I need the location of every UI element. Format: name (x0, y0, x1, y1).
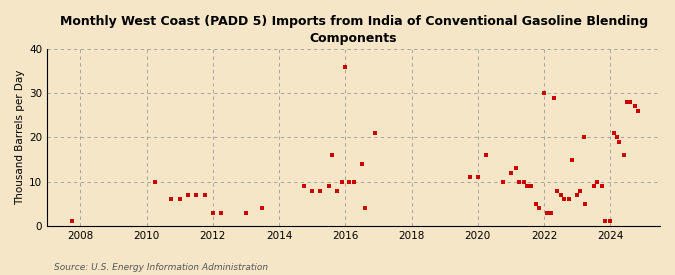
Point (199, 193, 210, 197)
Point (356, 162, 367, 166)
Point (580, 202, 591, 206)
Point (510, 166, 521, 170)
Point (327, 153, 338, 157)
Point (622, 100, 632, 104)
Point (323, 184, 334, 188)
Title: Monthly West Coast (PADD 5) Imports from India of Conventional Gasoline Blending: Monthly West Coast (PADD 5) Imports from… (59, 15, 647, 45)
Point (348, 180, 359, 184)
Point (539, 91, 549, 95)
Point (149, 180, 160, 184)
Point (331, 188, 342, 193)
Point (464, 175, 475, 179)
Point (67, 219, 78, 224)
Point (257, 206, 268, 210)
Point (497, 180, 508, 184)
Point (216, 210, 227, 215)
Point (612, 135, 622, 140)
Point (534, 206, 545, 210)
Point (605, 219, 616, 224)
Point (572, 193, 583, 197)
Point (575, 188, 586, 193)
Point (525, 184, 536, 188)
Point (567, 157, 578, 162)
Y-axis label: Thousand Barrels per Day: Thousand Barrels per Day (15, 70, 25, 205)
Point (564, 197, 574, 202)
Point (191, 193, 202, 197)
Point (556, 193, 566, 197)
Point (506, 170, 516, 175)
Point (618, 153, 629, 157)
Point (542, 210, 553, 215)
Point (166, 197, 177, 202)
Point (630, 104, 641, 109)
Point (370, 131, 381, 135)
Point (578, 135, 589, 140)
Point (207, 210, 218, 215)
Point (545, 210, 556, 215)
Point (592, 180, 603, 184)
Point (340, 64, 351, 69)
Point (519, 180, 530, 184)
Point (608, 131, 619, 135)
Point (552, 188, 563, 193)
Point (472, 175, 483, 179)
Point (633, 109, 644, 113)
Point (531, 202, 541, 206)
Point (315, 188, 326, 193)
Point (589, 184, 599, 188)
Point (549, 95, 560, 100)
Point (337, 180, 348, 184)
Point (360, 206, 371, 210)
Point (343, 180, 354, 184)
Point (522, 184, 533, 188)
Point (558, 197, 569, 202)
Point (306, 188, 317, 193)
Point (625, 100, 636, 104)
Point (514, 180, 524, 184)
Point (174, 197, 185, 202)
Text: Source: U.S. Energy Information Administration: Source: U.S. Energy Information Administ… (54, 263, 268, 272)
Point (600, 219, 611, 224)
Point (597, 184, 608, 188)
Point (481, 153, 491, 157)
Point (613, 140, 624, 144)
Point (298, 184, 309, 188)
Point (240, 210, 251, 215)
Point (182, 193, 193, 197)
